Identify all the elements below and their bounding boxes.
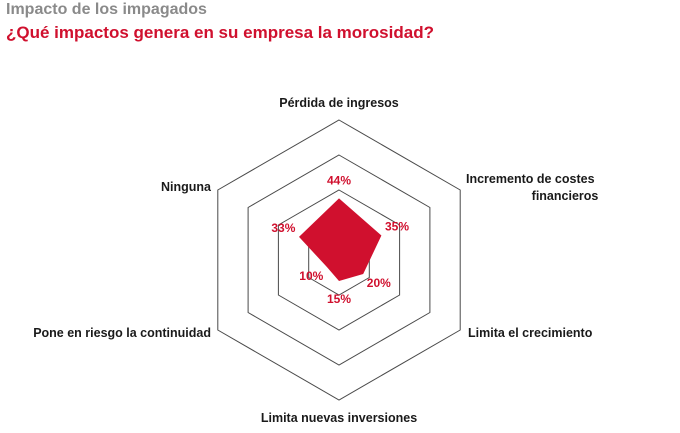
axis-label-limita-inversiones: Limita nuevas inversiones [261,411,417,425]
axis-label-ninguna: Ninguna [161,180,212,194]
grid-ring-4 [217,119,461,401]
chart-subtitle: ¿Qué impactos genera en su empresa la mo… [6,23,434,42]
value-label-2: 20% [367,276,391,290]
value-label-4: 10% [299,269,323,283]
radar-area [299,198,382,281]
value-label-1: 35% [385,220,409,234]
axis-label-perdida-de-ingresos: Pérdida de ingresos [279,96,399,110]
axis-label-pone-en-riesgo: Pone en riesgo la continuidad [33,326,211,340]
axis-label-limita-crecimiento: Limita el crecimiento [468,326,593,340]
axis-label-incremento-costes: Incremento de costes financieros [466,172,598,203]
grid-ring-2 [277,189,401,331]
value-label-5: 33% [271,221,295,235]
value-label-0: 44% [327,173,351,187]
chart-title: Impacto de los impagados [6,1,207,18]
radar-series [299,198,382,281]
grid-ring-3 [247,154,431,366]
value-labels: 44% 35% 20% 15% 10% 33% [271,173,409,306]
value-label-3: 15% [327,292,351,306]
